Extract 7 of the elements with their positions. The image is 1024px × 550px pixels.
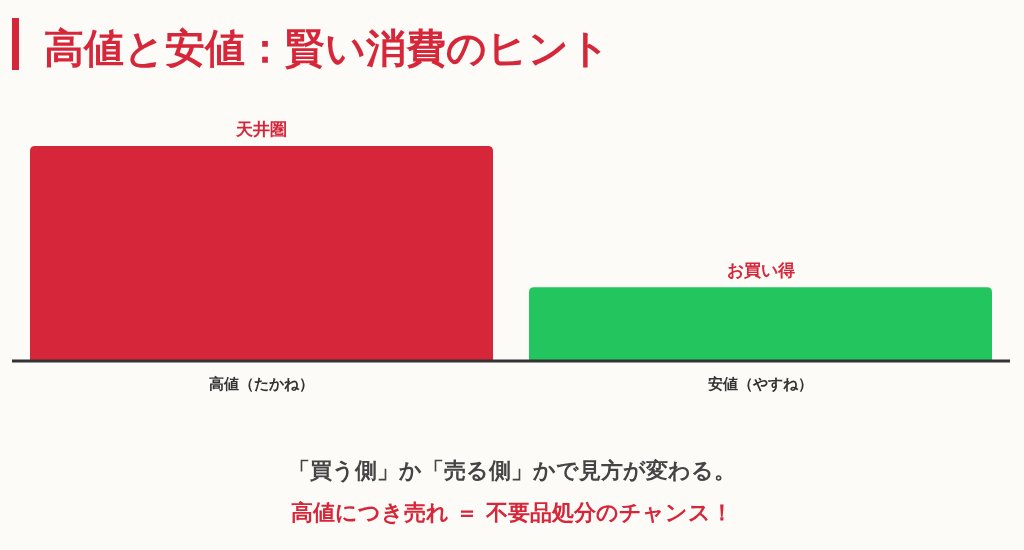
x-tick-label: 高値（たかね） — [209, 375, 314, 393]
annotation: お買い得 — [726, 260, 795, 281]
text: 天井圏 — [235, 119, 287, 139]
x-tick-label: 安値（やすね） — [708, 375, 813, 393]
text: 高値につき売れ ＝ 不要品処分のチャンス！ — [290, 500, 734, 525]
chart-title: 高値と安値：賢い消費のヒント — [44, 24, 610, 71]
text: 「買う側」か「売る側」かで見方が変わる。 — [288, 458, 736, 483]
